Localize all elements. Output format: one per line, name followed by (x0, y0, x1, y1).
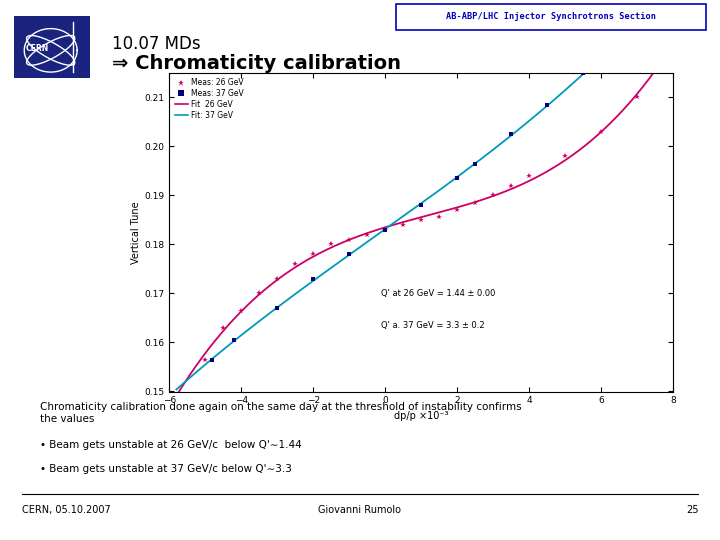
Text: • Beam gets unstable at 26 GeV/c  below Q'∼1.44: • Beam gets unstable at 26 GeV/c below Q… (40, 440, 302, 450)
Text: Chromaticity calibration done again on the same day at the threshold of instabil: Chromaticity calibration done again on t… (40, 402, 521, 424)
Text: Giovanni Rumolo: Giovanni Rumolo (318, 505, 402, 515)
Text: • Beam gets unstable at 37 GeV/c below Q'∼3.3: • Beam gets unstable at 37 GeV/c below Q… (40, 464, 292, 475)
Y-axis label: Vertical Tune: Vertical Tune (132, 201, 141, 264)
Text: AB-ABP/LHC Injector Synchrotrons Section: AB-ABP/LHC Injector Synchrotrons Section (446, 12, 656, 21)
Legend: Meas: 26 GeV, Meas: 37 GeV, Fit  26 GeV, Fit: 37 GeV: Meas: 26 GeV, Meas: 37 GeV, Fit 26 GeV, … (173, 77, 246, 122)
Text: Q' at 26 GeV = 1.44 ± 0.00: Q' at 26 GeV = 1.44 ± 0.00 (381, 289, 495, 298)
Text: 10.07 MDs: 10.07 MDs (112, 35, 200, 53)
Text: ⇒ Chromaticity calibration: ⇒ Chromaticity calibration (112, 54, 400, 73)
FancyBboxPatch shape (396, 4, 706, 30)
Text: 25: 25 (686, 505, 698, 515)
Text: CERN, 05.10.2007: CERN, 05.10.2007 (22, 505, 110, 515)
X-axis label: dp/p ×10⁻³: dp/p ×10⁻³ (394, 411, 449, 421)
Text: CERN: CERN (25, 44, 49, 53)
Text: Q' a. 37 GeV = 3.3 ± 0.2: Q' a. 37 GeV = 3.3 ± 0.2 (381, 321, 485, 330)
